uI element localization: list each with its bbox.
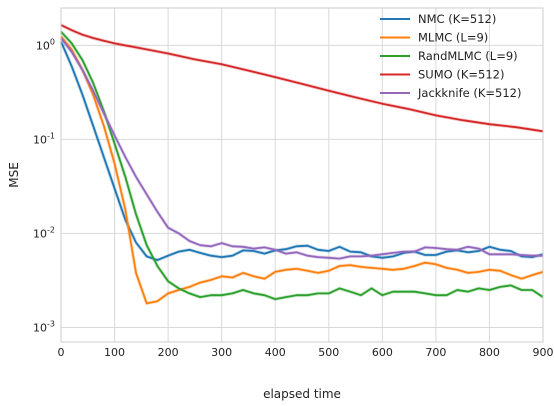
series-line xyxy=(60,35,544,305)
axis-tick-labels: 0 100 200 300 400 500 600 700 800 900 10-3 10-2 10-1… xyxy=(33,37,553,359)
series-line xyxy=(60,41,544,261)
legend-label: Jackknife (K=512) xyxy=(417,86,521,100)
x-tick-label: 800 xyxy=(479,346,500,359)
x-tick-label: 100 xyxy=(104,346,125,359)
x-tick-label: 200 xyxy=(158,346,179,359)
y-axis-label: MSE xyxy=(7,162,21,188)
series-line xyxy=(60,31,544,300)
y-tick-label: 100 xyxy=(36,37,55,52)
x-tick-label: 900 xyxy=(533,346,554,359)
legend-label: RandMLMC (L=9) xyxy=(418,49,518,63)
legend-label: MLMC (L=9) xyxy=(418,31,488,45)
series-lines xyxy=(59,23,544,306)
legend: NMC (K=512) MLMC (L=9) RandMLMC (L=9) SUMO … xyxy=(380,12,521,100)
y-tick-label: 10-2 xyxy=(33,225,55,240)
x-tick-label: 400 xyxy=(265,346,286,359)
x-tick-label: 0 xyxy=(58,346,65,359)
series-line xyxy=(60,37,543,260)
legend-label: SUMO (K=512) xyxy=(418,68,504,82)
y-tick-label: 10-3 xyxy=(33,319,55,334)
x-axis-label: elapsed time xyxy=(263,387,341,401)
legend-label: NMC (K=512) xyxy=(418,12,496,26)
plot-frame xyxy=(60,7,544,343)
x-tick-label: 700 xyxy=(425,346,446,359)
x-tick-label: 500 xyxy=(318,346,339,359)
series-line xyxy=(60,24,544,133)
y-tick-label: 10-1 xyxy=(33,131,55,146)
x-tick-label: 600 xyxy=(372,346,393,359)
x-tick-label: 300 xyxy=(211,346,232,359)
